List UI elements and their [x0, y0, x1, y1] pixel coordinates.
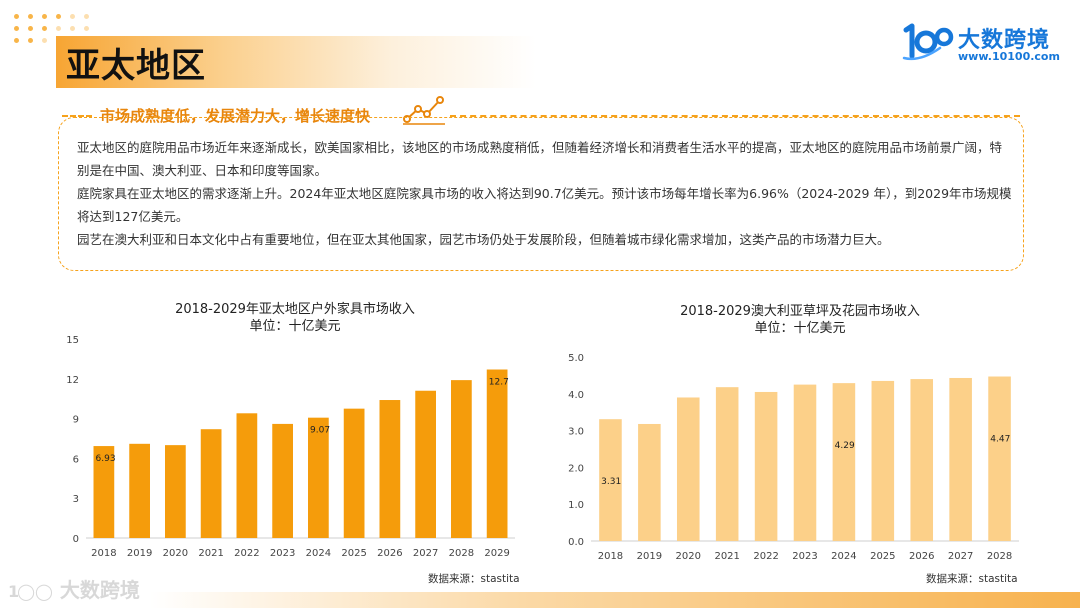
- chart-1-bar: [451, 380, 472, 538]
- chart-1-x-tick: 2026: [377, 548, 402, 559]
- chart-2-y-tick: 0.0: [568, 537, 584, 548]
- chart-1-x-tick: 2025: [341, 548, 366, 559]
- chart-2-title: 2018-2029澳大利亚草坪及花园市场收入: [680, 304, 920, 319]
- chart-1-x-tick: 2020: [163, 548, 188, 559]
- logo-name: 大数跨境: [958, 28, 1051, 53]
- chart-2-data-label: 4.47: [990, 435, 1010, 445]
- chart-2-bar: [793, 384, 817, 541]
- chart-1-bar: [379, 400, 401, 538]
- chart-1-y-tick: 6: [73, 454, 79, 465]
- paragraph-2: 庭院家具在亚太地区的需求逐渐上升。2024年亚太地区庭院家具市场的收入将达到90…: [77, 186, 1012, 224]
- page-title: 亚太地区: [66, 46, 206, 86]
- chart-2-x-tick: 2025: [870, 551, 895, 562]
- chart-2-data-label: 3.31: [601, 477, 621, 487]
- chart-2-x-tick: 2024: [831, 551, 856, 562]
- chart-1-data-label: 6.93: [96, 454, 116, 464]
- chart-1-x-tick: 2024: [306, 548, 331, 559]
- chart-1-bar: [200, 429, 222, 538]
- chart-1-data-label: 12.7: [489, 378, 509, 388]
- chart-2-x-tick: 2020: [676, 551, 701, 562]
- chart-2-bar: [638, 423, 661, 541]
- chart-2-bar: [715, 387, 739, 541]
- chart-2-x-tick: 2018: [598, 551, 623, 562]
- chart-2-x-tick: 2026: [909, 551, 934, 562]
- chart-2-x-tick: 2023: [792, 551, 817, 562]
- chart-1-x-tick: 2029: [484, 548, 509, 559]
- chart-1-x-tick: 2028: [449, 548, 474, 559]
- chart-2-y-tick: 1.0: [568, 500, 584, 511]
- chart-2-y-tick: 4.0: [568, 390, 584, 401]
- subtitle-line-right: [450, 115, 1020, 117]
- chart-1-title-block: 2018-2029年亚太地区户外家具市场收入 单位：十亿美元: [95, 301, 495, 335]
- chart-2-x-tick: 2028: [987, 551, 1012, 562]
- chart-1-unit: 单位：十亿美元: [249, 319, 341, 334]
- chart-1-bar: [486, 369, 508, 538]
- chart-2-unit: 单位：十亿美元: [754, 321, 846, 336]
- chart-2-bar: [949, 377, 972, 541]
- chart-1-y-tick: 3: [73, 494, 79, 505]
- chart-1-bar: [129, 443, 150, 538]
- watermark-text: 大数跨境: [59, 578, 140, 602]
- chart-1-x-tick: 2027: [413, 548, 438, 559]
- title-band: [56, 36, 536, 88]
- chart-2-bar: [871, 380, 895, 541]
- paragraph-3: 园艺在澳大利亚和日本文化中占有重要地位，但在亚太其他国家，园艺市场仍处于发展阶段…: [77, 232, 890, 247]
- chart-1-x-tick: 2023: [270, 548, 295, 559]
- chart-2-bar: [754, 391, 778, 541]
- chart-2-x-tick: 2019: [637, 551, 662, 562]
- chart-1-x-tick: 2019: [127, 548, 152, 559]
- chart-1-title: 2018-2029年亚太地区户外家具市场收入: [175, 302, 415, 317]
- chart-1-bar: [236, 413, 258, 538]
- chart-1-bar: [272, 423, 293, 538]
- footer-bar: [150, 592, 1080, 608]
- chart-1-y-tick: 0: [73, 534, 79, 545]
- footer-watermark: 1◯◯ 大数跨境: [8, 574, 140, 603]
- chart-2-bar: [988, 376, 1011, 541]
- logo-mark-icon: [902, 23, 954, 61]
- chart-1-y-tick: 9: [73, 415, 79, 426]
- chart-1-bar: [308, 417, 329, 538]
- logo-url: www.10100.com: [958, 50, 1060, 63]
- chart-2-data-label: 4.29: [835, 441, 855, 451]
- chart-2-x-tick: 2027: [948, 551, 973, 562]
- chart-1-bar: [93, 446, 115, 538]
- watermark-logo-icon: 1: [8, 582, 19, 601]
- chart-2-bar: [599, 419, 622, 541]
- chart-2-title-block: 2018-2029澳大利亚草坪及花园市场收入 单位：十亿美元: [600, 303, 1000, 337]
- chart-1-x-tick: 2021: [198, 548, 223, 559]
- chart-2-bar: [910, 379, 934, 541]
- chart-1-y-tick: 12: [66, 375, 79, 386]
- chart-1-y-tick: 15: [66, 335, 79, 346]
- chart-2-bar: [832, 383, 856, 541]
- chart-2-x-tick: 2022: [753, 551, 778, 562]
- chart-2-x-tick: 2021: [714, 551, 739, 562]
- chart-2-y-tick: 5.0: [568, 353, 584, 364]
- chart-1-source: 数据来源：stastita: [428, 573, 520, 585]
- chart-2-y-tick: 2.0: [568, 463, 584, 474]
- subtitle-line-left: [62, 115, 92, 117]
- chart-1-bar: [165, 445, 186, 538]
- chart-2-y-tick: 3.0: [568, 427, 584, 438]
- section-subtitle: 市场成熟度低，发展潜力大，增长速度快: [94, 105, 377, 126]
- brand-logo: 大数跨境 www.10100.com: [900, 22, 1070, 66]
- chart-1-bar: [343, 408, 365, 538]
- watermark-ring-icon: ◯◯: [17, 582, 53, 601]
- trend-line-icon: [402, 95, 446, 125]
- chart-2-bar: [676, 397, 700, 541]
- chart-1-data-label: 9.07: [310, 426, 330, 436]
- summary-textbox: 亚太地区的庭院用品市场近年来逐渐成长，欧美国家相比，该地区的市场成熟度稍低，但随…: [58, 117, 1024, 271]
- chart-1-bar: [415, 390, 436, 538]
- chart-2-source: 数据来源：stastita: [926, 573, 1018, 585]
- paragraph-1: 亚太地区的庭院用品市场近年来逐渐成长，欧美国家相比，该地区的市场成熟度稍低，但随…: [77, 140, 1003, 178]
- chart-1-x-tick: 2022: [234, 548, 259, 559]
- chart-1-x-tick: 2018: [91, 548, 116, 559]
